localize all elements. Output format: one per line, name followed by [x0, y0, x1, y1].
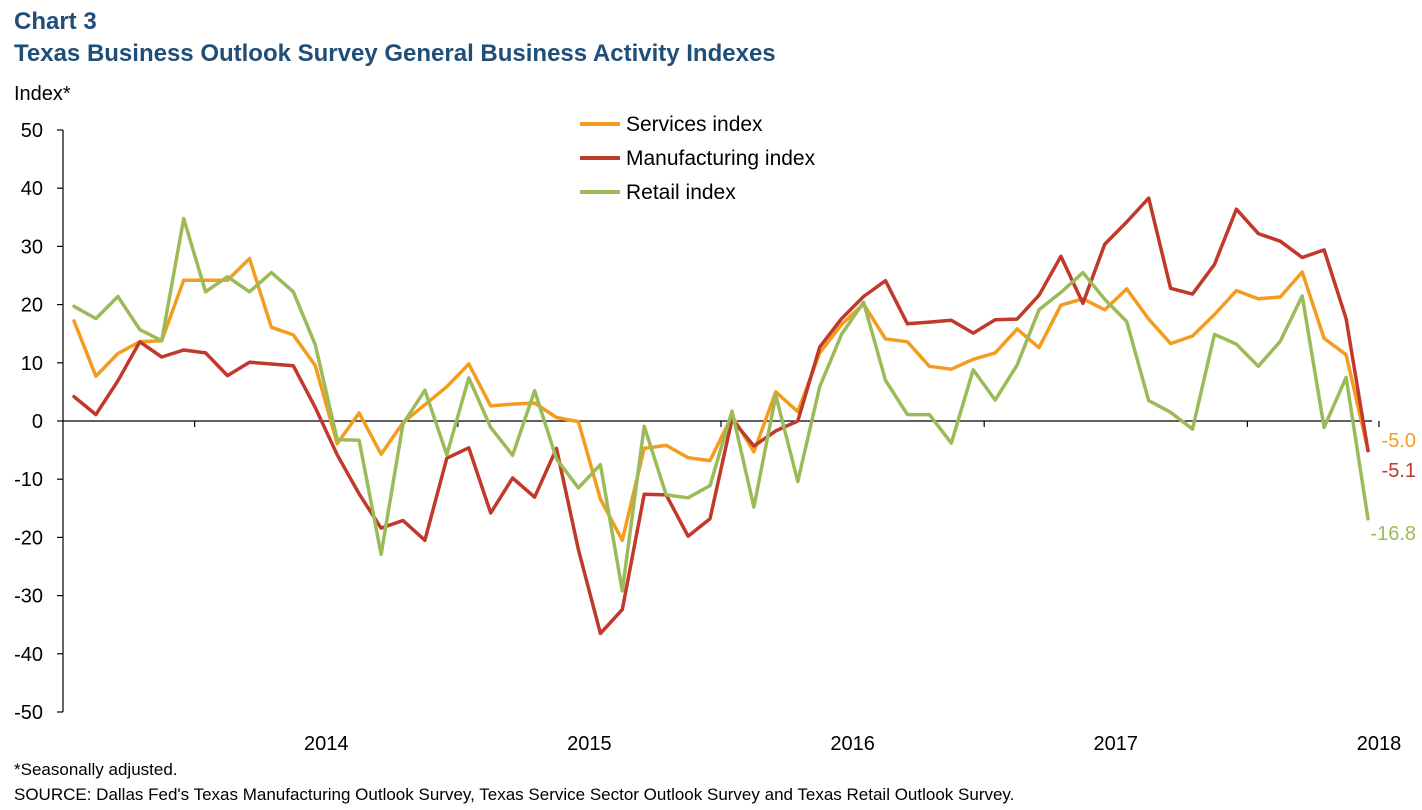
y-tick-label: -30 — [14, 586, 43, 608]
y-axis-title: Index* — [14, 83, 71, 105]
y-tick-label: 40 — [21, 178, 43, 200]
series-line-services-index — [72, 256, 1370, 543]
series-line-retail-index — [72, 216, 1370, 593]
source-note: SOURCE: Dallas Fed's Texas Manufacturing… — [14, 785, 1015, 804]
end-value-label: -5.0 — [1382, 430, 1416, 452]
y-tick-label: 50 — [21, 120, 43, 142]
legend-label: Retail index — [626, 181, 736, 204]
x-tick-label: 2015 — [567, 733, 612, 755]
y-tick-label: -10 — [14, 469, 43, 491]
y-tick-label: -20 — [14, 527, 43, 549]
x-tick-label: 2017 — [1094, 733, 1139, 755]
legend-label: Manufacturing index — [626, 147, 816, 170]
end-value-label: -16.8 — [1370, 523, 1416, 545]
x-tick-label: 2016 — [830, 733, 875, 755]
chart-title: Texas Business Outlook Survey General Bu… — [14, 40, 776, 67]
y-tick-label: 0 — [32, 411, 43, 433]
y-tick-label: 10 — [21, 353, 43, 375]
series-line-manufacturing-index — [72, 196, 1370, 636]
chart-number-label: Chart 3 — [14, 8, 97, 35]
footnote: *Seasonally adjusted. — [14, 760, 178, 779]
legend-label: Services index — [626, 113, 763, 136]
x-tick-label: 2014 — [304, 733, 349, 755]
y-tick-label: 20 — [21, 295, 43, 317]
x-tick-label: 2018 — [1357, 733, 1402, 755]
y-tick-label: -40 — [14, 644, 43, 666]
y-tick-label: 30 — [21, 236, 43, 258]
end-value-label: -5.1 — [1382, 460, 1416, 482]
y-tick-label: -50 — [14, 702, 43, 724]
